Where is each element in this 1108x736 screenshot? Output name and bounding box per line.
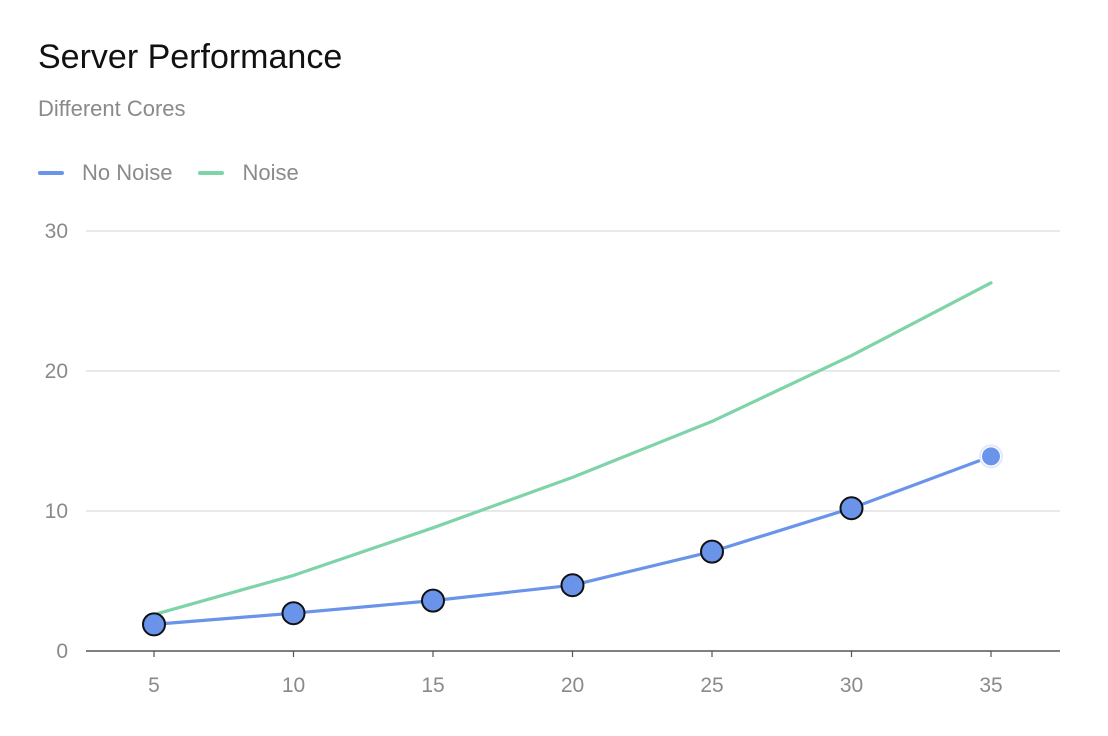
legend: No Noise Noise — [38, 160, 325, 186]
legend-swatch-no-noise — [38, 171, 64, 175]
x-tick-label: 35 — [979, 674, 1002, 697]
y-tick-label: 30 — [45, 220, 68, 243]
x-tick-label: 10 — [282, 674, 305, 697]
x-tick-label: 5 — [148, 674, 160, 697]
series-line-no-noise — [152, 454, 993, 626]
data-point[interactable] — [560, 573, 585, 598]
legend-item-no-noise[interactable]: No Noise — [38, 160, 172, 186]
data-point[interactable] — [700, 539, 724, 564]
data-point[interactable] — [421, 588, 445, 613]
data-point[interactable] — [142, 612, 166, 637]
data-point[interactable] — [839, 496, 864, 521]
x-tick-label: 30 — [840, 674, 863, 697]
legend-swatch-noise — [198, 171, 225, 175]
y-tick-label: 0 — [56, 640, 68, 663]
chart-title: Server Performance — [38, 38, 343, 76]
y-tick-label: 20 — [45, 360, 68, 383]
data-point[interactable] — [982, 447, 1000, 466]
legend-label-no-noise: No Noise — [82, 160, 173, 185]
data-point[interactable] — [281, 601, 306, 626]
series-line-noise — [152, 281, 993, 617]
legend-label-noise: Noise — [242, 160, 299, 185]
legend-item-noise[interactable]: Noise — [198, 160, 299, 186]
chart-subtitle: Different Cores — [38, 96, 186, 121]
y-tick-label: 10 — [45, 500, 68, 523]
x-tick-label: 25 — [700, 674, 723, 697]
x-tick-label: 20 — [561, 674, 584, 697]
x-tick-label: 15 — [421, 674, 444, 697]
